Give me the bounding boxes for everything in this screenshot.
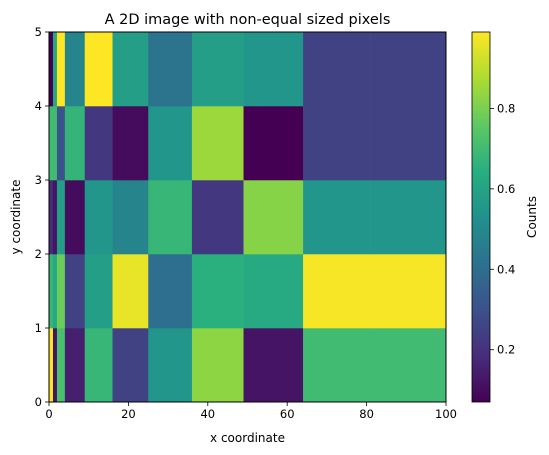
heatmap-cell [49,180,54,255]
colorbar [471,31,491,403]
heatmap-cell [243,106,304,181]
x-tick-label: 80 [359,407,374,421]
y-axis-label: y coordinate [9,180,23,255]
heatmap-cell [112,106,149,181]
heatmap-cell [84,32,113,107]
x-tick-label: 20 [121,407,136,421]
heatmap-cell [370,106,447,181]
heatmap-cell [243,32,304,107]
heatmap-cell [370,254,447,329]
heatmap-cell [303,328,371,403]
heatmap-cell [64,254,86,329]
heatmap-cell [191,106,244,181]
y-tick-label: 1 [35,321,42,335]
heatmap-cell [148,254,193,329]
heatmap-cell [84,254,113,329]
heatmap-cell [112,254,149,329]
heatmap-cell [303,180,371,255]
y-axis-ticks: 0 1 2 3 4 5 [35,25,49,409]
heatmap-cell [191,32,244,107]
heatmap-cell [112,32,149,107]
x-tick-label: 60 [280,407,295,421]
colorbar-label: Counts [525,196,539,238]
heatmap-cell [56,180,66,255]
heatmap-cell [52,32,58,107]
heatmap-cell [56,328,66,403]
colorbar-ticks: 0.2 0.4 0.6 0.8 [490,101,515,357]
heatmap-cell [243,328,304,403]
y-tick-label: 3 [35,173,42,187]
heatmap-cell [303,254,371,329]
colorbar-tick-label: 0.8 [497,101,515,115]
heatmap-cell [370,328,447,403]
heatmap-cell [84,328,113,403]
plot-frame [48,31,447,403]
heatmap-cell [64,328,86,403]
heatmap-cell [112,180,149,255]
y-tick-label: 4 [35,99,42,113]
y-tick-label: 2 [35,247,42,261]
chart-title: A 2D image with non-equal sized pixels [105,12,391,28]
colorbar-tick-label: 0.4 [497,262,515,276]
y-tick-label: 5 [35,25,42,39]
heatmap-cell [52,254,58,329]
heatmap-cell [49,328,54,403]
x-axis-label: x coordinate [210,431,285,445]
heatmap-cell [84,106,113,181]
heatmap-cell [243,254,304,329]
heatmap-cell [49,106,54,181]
heatmap-cell [303,106,371,181]
heatmap-cell [303,32,371,107]
heatmap-cell [52,106,58,181]
heatmap-cell [64,106,86,181]
x-tick-label: 40 [200,407,215,421]
heatmap-cell [56,106,66,181]
heatmap-cell [148,328,193,403]
heatmap-cell [49,32,54,107]
heatmap-cell [148,106,193,181]
heatmap-cell [191,328,244,403]
heatmap-cell [148,32,193,107]
heatmap-cells [49,32,447,403]
y-tick-label: 0 [35,395,42,409]
colorbar-tick-label: 0.6 [497,182,515,196]
heatmap-cell [148,180,193,255]
heatmap-cell [64,180,86,255]
heatmap-cell [370,32,447,107]
heatmap-cell [52,328,58,403]
heatmap-cell [52,180,58,255]
heatmap-cell [191,254,244,329]
heatmap-cell [112,328,149,403]
heatmap-cell [84,180,113,255]
x-axis-ticks: 0 20 40 60 80 100 [45,402,457,421]
heatmap-cell [191,180,244,255]
x-tick-label: 100 [435,407,457,421]
heatmap-cell [243,180,304,255]
heatmap-cell [56,254,66,329]
heatmap-cell [49,254,54,329]
heatmap-cell [370,180,447,255]
colorbar-tick-label: 0.2 [497,343,515,357]
x-tick-label: 0 [45,407,52,421]
heatmap-cell [64,32,86,107]
heatmap-cell [56,32,66,107]
